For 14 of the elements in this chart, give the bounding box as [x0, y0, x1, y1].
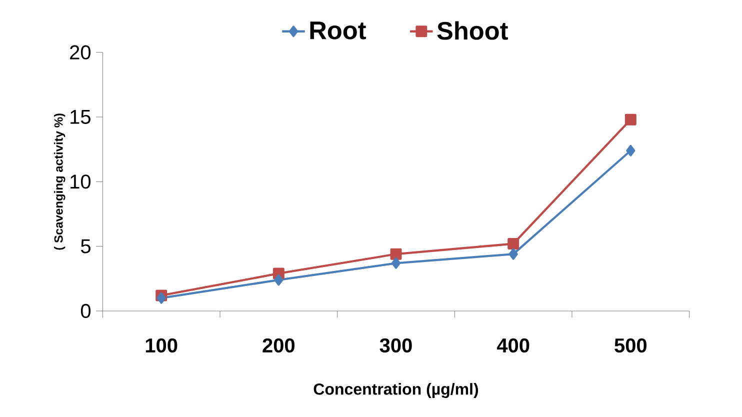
x-axis-title: Concentration (µg/ml) [314, 383, 478, 398]
x-tick-label: 500 [614, 338, 647, 353]
x-tick-label: 200 [262, 338, 295, 353]
x-tick-label: 400 [496, 338, 530, 353]
y-tick-label: 5 [80, 239, 90, 254]
y-tick-label: 10 [70, 174, 91, 189]
y-tick-label: 20 [70, 45, 91, 60]
y-tick-label: 0 [80, 304, 91, 318]
legend-label: Shoot [437, 21, 508, 40]
y-tick-label: 15 [70, 110, 90, 124]
y-axis-title: ( Scavenging activity %) [54, 114, 66, 250]
x-tick-label: 300 [380, 338, 412, 353]
x-tick-label: 100 [146, 338, 178, 353]
legend-label: Root [310, 22, 366, 40]
